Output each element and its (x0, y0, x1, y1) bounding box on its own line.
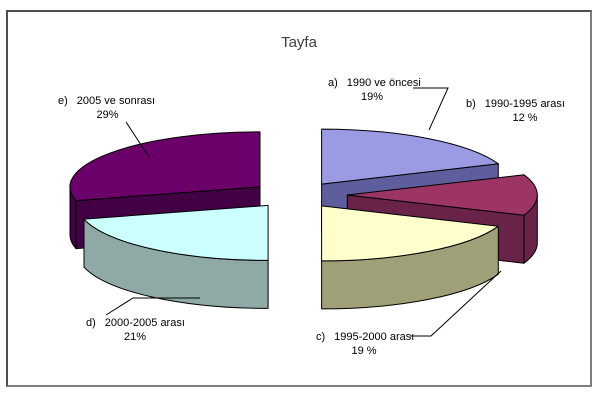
leader-line-d (105, 297, 200, 316)
slice-label-e: e) 2005 ve sonrası 29% (58, 95, 157, 122)
pie-slice-e-top (69, 131, 261, 202)
slice-name-c: 1995-2000 arası (334, 331, 415, 343)
slice-label-b: b) 1990-1995 arası 12 % (466, 98, 584, 125)
slice-label-d: d) 2000-2005 arası 21% (86, 317, 185, 344)
slice-label-c: c) 1995-2000 arası 19 % (316, 331, 415, 358)
pie-slice-b-top (346, 174, 538, 216)
slice-letter-e: e) (58, 95, 68, 107)
slice-letter-d: d) (86, 317, 96, 329)
slice-name-d: 2000-2005 arası (104, 317, 185, 329)
pie-slice-d-top (83, 204, 269, 261)
slice-name-a: 1990 ve öncesi (346, 77, 421, 89)
slice-percent-e: 29% (96, 109, 119, 121)
slice-letter-a: a) (328, 77, 338, 89)
slice-percent-a: 19% (360, 91, 384, 103)
leader-line-e (125, 121, 150, 158)
slice-letter-c: c) (316, 331, 326, 343)
chart-title: Tayfa (281, 34, 317, 51)
slice-name-e: 2005 ve sonrası (76, 95, 156, 107)
slice-percent-c: 19 % (351, 345, 377, 357)
leader-line-a (413, 87, 449, 131)
slice-percent-b: 12 % (512, 112, 538, 124)
slice-letter-b: b) (466, 98, 476, 110)
pie-slice-a-top (321, 128, 499, 185)
leader-line-c (410, 270, 502, 337)
slice-label-a: a) 1990 ve öncesi 19% (328, 77, 421, 104)
slice-name-b: 1990-1995 arası (484, 98, 565, 110)
pie-slice-c-top (321, 205, 499, 262)
slice-percent-d: 21% (123, 331, 147, 343)
